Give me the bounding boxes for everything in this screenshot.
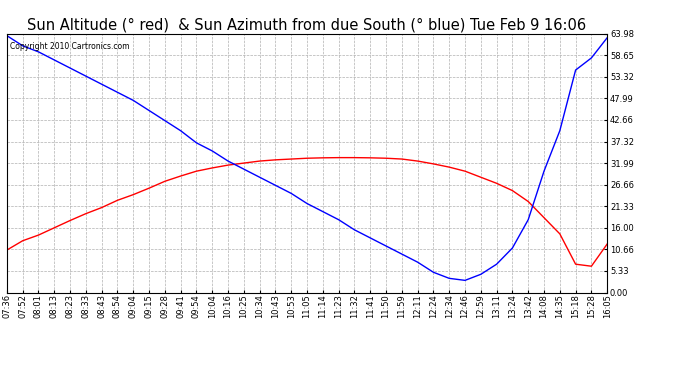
- Text: Copyright 2010 Cartronics.com: Copyright 2010 Cartronics.com: [10, 42, 130, 51]
- Title: Sun Altitude (° red)  & Sun Azimuth from due South (° blue) Tue Feb 9 16:06: Sun Altitude (° red) & Sun Azimuth from …: [28, 18, 586, 33]
